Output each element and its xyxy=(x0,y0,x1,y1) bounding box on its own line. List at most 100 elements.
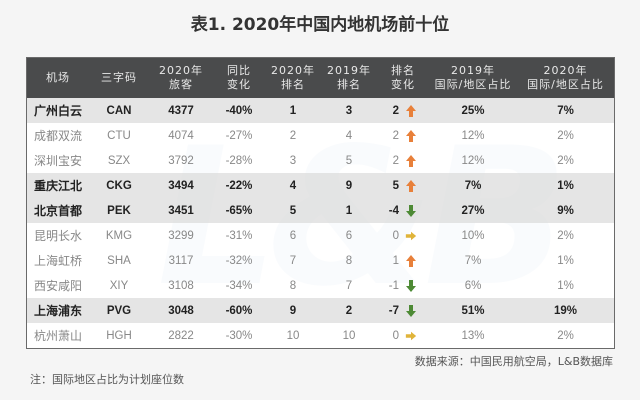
rank-2019: 3 xyxy=(345,104,353,117)
passengers-2020: 4074 xyxy=(168,129,194,142)
airport-name: 上海虹桥 xyxy=(33,254,82,268)
header-line2: 排名 xyxy=(281,78,305,91)
arrow-up-icon xyxy=(405,129,417,142)
intl-share-2020: 9% xyxy=(557,204,574,217)
header-rank-change: 排名 变化 xyxy=(377,58,429,98)
airport-name: 西安咸阳 xyxy=(33,279,82,293)
intl-share-2019: 7% xyxy=(464,254,482,267)
arrow-up-icon xyxy=(405,154,417,167)
arrow-flat-icon xyxy=(405,330,417,342)
rank-2020: 2 xyxy=(289,129,297,142)
header-line2: 国际/地区占比 xyxy=(527,78,604,91)
rank-2019: 8 xyxy=(345,254,353,267)
header-line2: 变化 xyxy=(227,78,251,91)
trend-cell xyxy=(405,173,429,198)
header-code: 三字码 xyxy=(89,58,149,98)
footnote: 注：国际地区占比为计划座位数 xyxy=(30,373,184,386)
table-row: 重庆江北 CKG 3494 -22% 4 9 5 7% 1% xyxy=(27,173,614,198)
intl-share-2020: 2% xyxy=(557,154,574,167)
header-line2: 国际/地区占比 xyxy=(434,78,512,91)
rank-2019: 1 xyxy=(345,204,353,217)
table-row: 深圳宝安 SZX 3792 -28% 3 5 2 12% 2% xyxy=(27,148,614,173)
arrow-flat-icon xyxy=(405,230,417,242)
header-line1: 2020年 xyxy=(543,64,588,77)
iata-code: KMG xyxy=(105,229,133,242)
yoy-change: -31% xyxy=(225,229,253,242)
trend-cell xyxy=(405,148,429,173)
header-line1: 2020年 xyxy=(159,64,203,77)
trend-cell xyxy=(405,198,429,223)
trend-cell xyxy=(405,298,429,323)
rank-2019: 6 xyxy=(345,229,353,242)
rank-change: -7 xyxy=(388,304,399,317)
table-row: 北京首都 PEK 3451 -65% 5 1 -4 27% 9% xyxy=(27,198,614,223)
iata-code: CKG xyxy=(106,179,132,192)
airport-ranking-table: L&B 机场 三字码 2020年 旅客 同比 变化 2020年 排名 2019年 排名 排名 变化 20… xyxy=(26,57,615,349)
iata-code: SZX xyxy=(107,154,131,167)
header-line1: 2019年 xyxy=(327,64,371,77)
passengers-2020: 3494 xyxy=(168,179,194,192)
yoy-change: -40% xyxy=(225,104,253,117)
intl-share-2020: 1% xyxy=(557,254,574,267)
arrow-down-icon xyxy=(405,279,417,292)
airport-name: 成都双流 xyxy=(33,129,82,143)
header-line2: 旅客 xyxy=(169,78,193,91)
arrow-up-icon xyxy=(405,104,417,117)
rank-2020: 10 xyxy=(286,329,300,342)
rank-change: 0 xyxy=(392,329,399,342)
header-line1: 2019年 xyxy=(451,64,495,77)
rank-2019: 2 xyxy=(345,304,353,317)
arrow-down-icon xyxy=(405,204,417,217)
table-row: 广州白云 CAN 4377 -40% 1 3 2 25% 7% xyxy=(27,98,614,123)
table-title: 表1. 2020年中国内地机场前十位 xyxy=(190,15,450,35)
intl-share-2020: 1% xyxy=(557,279,574,292)
intl-share-2019: 51% xyxy=(461,304,485,317)
arrow-up-icon xyxy=(405,254,417,267)
yoy-change: -30% xyxy=(225,329,253,342)
passengers-2020: 3451 xyxy=(168,204,194,217)
yoy-change: -27% xyxy=(225,129,253,142)
header-line1: 2020年 xyxy=(271,64,315,77)
iata-code: HGH xyxy=(106,329,132,342)
rank-2019: 5 xyxy=(345,154,353,167)
airport-name: 重庆江北 xyxy=(33,179,82,193)
intl-share-2019: 25% xyxy=(461,104,485,117)
table-row: 杭州萧山 HGH 2822 -30% 10 10 0 13% 2% xyxy=(27,323,614,348)
iata-code: XIY xyxy=(109,279,129,292)
header-line1: 三字码 xyxy=(101,71,137,84)
table-row: 成都双流 CTU 4074 -27% 2 4 2 12% 2% xyxy=(27,123,614,148)
airport-name: 广州白云 xyxy=(33,104,82,118)
rank-change: 2 xyxy=(392,104,399,117)
yoy-change: -65% xyxy=(225,204,253,217)
passengers-2020: 4377 xyxy=(168,104,194,117)
table-body: 广州白云 CAN 4377 -40% 1 3 2 25% 7% 成都双流 CTU 4074 -27% 2 4… xyxy=(27,98,614,348)
rank-2020: 3 xyxy=(289,154,297,167)
passengers-2020: 2822 xyxy=(168,329,194,342)
airport-name: 上海浦东 xyxy=(33,304,82,318)
passengers-2020: 3048 xyxy=(168,304,194,317)
trend-cell xyxy=(405,273,429,298)
ranking-table: 机场 三字码 2020年 旅客 同比 变化 2020年 排名 2019年 排名 排名 变化 2019年国… xyxy=(27,58,614,348)
header-line2: 变化 xyxy=(391,78,415,91)
rank-2020: 8 xyxy=(289,279,297,292)
passengers-2020: 3299 xyxy=(168,229,194,242)
arrow-up-icon xyxy=(405,179,417,192)
intl-share-2019: 12% xyxy=(461,129,485,142)
iata-code: SHA xyxy=(107,254,131,267)
rank-2019: 9 xyxy=(345,179,353,192)
iata-code: CTU xyxy=(107,129,131,142)
passengers-2020: 3792 xyxy=(168,154,194,167)
yoy-change: -32% xyxy=(225,254,253,267)
airport-name: 昆明长水 xyxy=(33,229,82,243)
intl-share-2020: 2% xyxy=(557,329,574,342)
yoy-change: -22% xyxy=(225,179,253,192)
rank-change: 2 xyxy=(392,129,399,142)
header-intl-2020: 2020年 国际/地区占比 xyxy=(517,58,614,98)
intl-share-2019: 10% xyxy=(461,229,485,242)
trend-cell xyxy=(405,223,429,248)
rank-change: 1 xyxy=(392,254,399,267)
trend-cell xyxy=(405,123,429,148)
rank-change: 2 xyxy=(392,154,399,167)
table-header-row: 机场 三字码 2020年 旅客 同比 变化 2020年 排名 2019年 排名 排名 变化 2019年国… xyxy=(27,58,614,98)
intl-share-2019: 27% xyxy=(461,204,485,217)
